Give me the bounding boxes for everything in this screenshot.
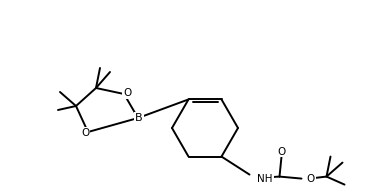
- Text: B: B: [135, 113, 143, 123]
- Text: O: O: [81, 128, 89, 138]
- Text: O: O: [277, 146, 286, 157]
- Text: O: O: [306, 174, 315, 184]
- Text: O: O: [123, 88, 131, 98]
- Text: NH: NH: [258, 174, 273, 184]
